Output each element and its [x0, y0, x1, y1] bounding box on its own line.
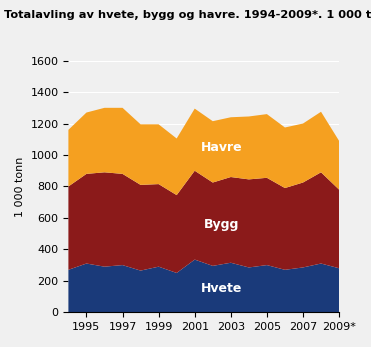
Y-axis label: 1 000 tonn: 1 000 tonn — [15, 156, 25, 217]
Text: Totalavling av hvete, bygg og havre. 1994-2009*. 1 000 tonn: Totalavling av hvete, bygg og havre. 199… — [4, 10, 371, 20]
Text: Havre: Havre — [201, 141, 243, 154]
Text: Hvete: Hvete — [201, 282, 243, 295]
Text: Bygg: Bygg — [204, 218, 239, 231]
